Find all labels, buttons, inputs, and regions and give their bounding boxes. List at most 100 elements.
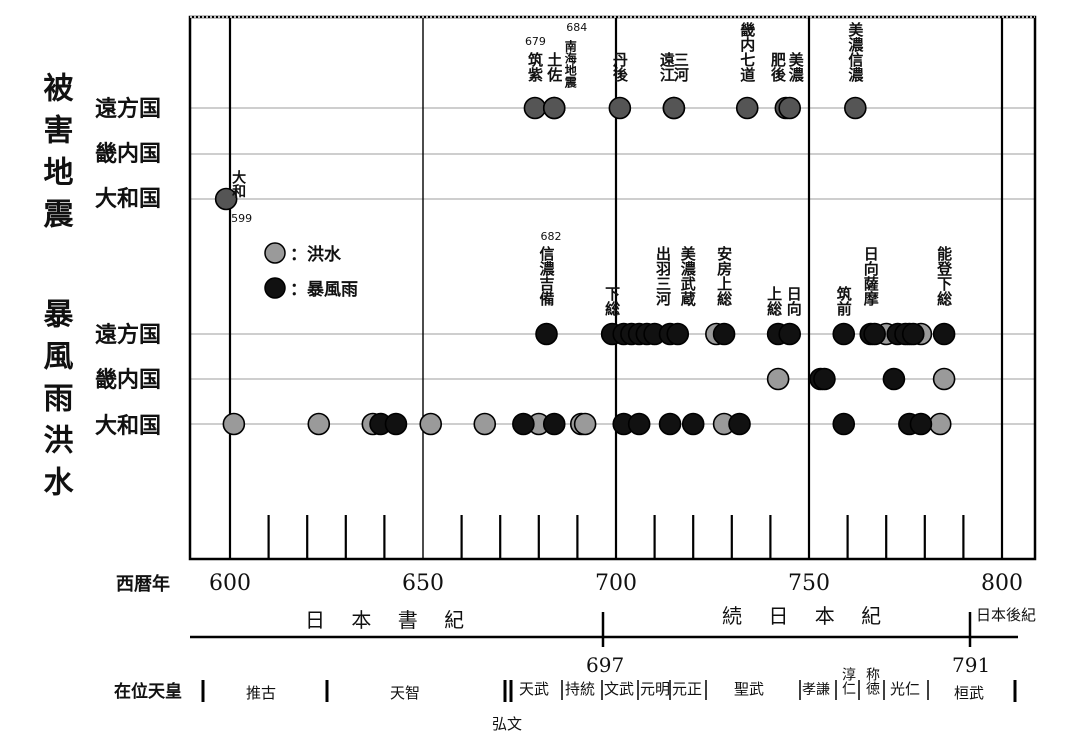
data-point (766, 367, 790, 391)
data-point (542, 96, 566, 120)
data-label: 安房上総 (715, 245, 733, 307)
x-tick-label-650: 650 (402, 571, 444, 596)
data-label: 信濃吉備 (538, 245, 556, 307)
chronicle-nihon-koki: 日本後紀 (976, 606, 1036, 624)
data-point (901, 322, 925, 346)
minor-ticks (267, 515, 965, 559)
year-mark-791: 791 (952, 653, 990, 677)
data-label: 出羽三河 (654, 245, 672, 307)
emperor-junnin: 淳仁 (840, 666, 856, 695)
data-label: 大和 (230, 169, 246, 199)
data-year-label: 679 (525, 35, 546, 48)
legend-flood-marker (264, 242, 286, 264)
data-point (712, 322, 736, 346)
emperor-kanmu: 桓武 (954, 684, 984, 702)
emperor-row-label: 在位天皇 (114, 681, 182, 702)
data-point (573, 412, 597, 436)
legend-storm-marker (264, 277, 286, 299)
data-year-label: 682 (541, 230, 562, 243)
data-point (882, 367, 906, 391)
data-label: 畿内七道 (738, 21, 756, 82)
x-axis-label: 西暦年 (116, 573, 170, 595)
data-point (523, 96, 547, 120)
data-point (778, 322, 802, 346)
data-label: 美濃信濃 (846, 21, 864, 83)
row-label-st-yamato: 大和国 (95, 413, 161, 439)
emperor-kobun: 弘文 (492, 715, 522, 733)
emperor-bars (201, 680, 1017, 702)
chronicle-nihon-shoki: 日 本 書 紀 (305, 608, 474, 632)
data-label: 肥後 (769, 52, 787, 83)
row-label-eq-kinai: 畿内国 (95, 141, 161, 167)
data-point (512, 412, 535, 436)
emperor-tenji: 天智 (390, 684, 420, 702)
data-point (909, 412, 933, 436)
emperor-shomu: 聖武 (734, 680, 764, 698)
data-point (542, 412, 566, 436)
data-point (928, 412, 952, 436)
x-tick-label-700: 700 (595, 571, 637, 596)
emperor-koken: 孝謙 (802, 682, 830, 698)
row-label-eq-yamato: 大和国 (95, 186, 161, 212)
data-point (535, 322, 558, 346)
data-point (681, 412, 705, 436)
data-point (844, 96, 867, 120)
data-point (932, 322, 956, 346)
emperor-jito: 持統 (565, 680, 595, 698)
chronicle-shoku-nihongi: 続 日 本 紀 (722, 604, 891, 628)
data-label: 南海地震 (563, 39, 577, 89)
emperor-tenmu: 天武 (519, 680, 549, 698)
plot-frame (188, 15, 1037, 561)
data-points (214, 96, 956, 436)
gridlines (190, 107, 1035, 425)
row-label-st-far: 遠方国 (95, 322, 161, 348)
emperor-shotoku: 称徳 (864, 667, 880, 695)
x-tick-labels: 600 650 700 750 800 (209, 571, 1023, 596)
data-label: 筑紫 (526, 51, 544, 83)
group-label-earthquake: 被害地震 (38, 72, 74, 240)
data-point (813, 367, 836, 391)
data-label: 上総 (765, 286, 783, 317)
year-mark-697: 697 (586, 653, 624, 677)
legend-flood-label: ：洪水 (290, 244, 342, 265)
era-lines (228, 17, 1004, 559)
data-point (419, 412, 443, 436)
data-point (728, 412, 751, 436)
emperor-gensho: 元正 (672, 680, 702, 698)
data-point (832, 412, 856, 436)
data-point (778, 96, 802, 120)
row-label-st-kinai: 畿内国 (95, 367, 161, 393)
data-label: 下総 (603, 286, 621, 317)
data-point (666, 322, 690, 346)
data-label: 三河 (672, 52, 690, 83)
data-label: 日向薩摩 (862, 246, 880, 307)
data-point (932, 367, 956, 391)
data-label: 能登下総 (935, 245, 953, 307)
data-point (662, 96, 686, 120)
data-point (384, 412, 408, 436)
x-tick-label-800: 800 (981, 571, 1023, 596)
emperor-genmei: 元明 (640, 680, 670, 698)
data-point (832, 322, 856, 346)
data-label: 筑前 (835, 285, 853, 317)
data-label: 美濃武蔵 (679, 245, 697, 307)
data-label: 日向 (785, 286, 803, 317)
data-point (608, 96, 632, 120)
data-label: 丹後 (611, 52, 629, 83)
emperor-thin-bars (561, 680, 929, 700)
x-tick-label-750: 750 (788, 571, 830, 596)
x-tick-label-600: 600 (209, 571, 251, 596)
data-year-label: 599 (231, 212, 252, 225)
data-year-label: 684 (566, 21, 587, 34)
emperor-monmu: 文武 (604, 680, 634, 698)
data-point (214, 187, 238, 211)
data-point (627, 412, 651, 436)
data-point (863, 322, 886, 346)
data-point (658, 412, 682, 436)
emperor-suiko: 推古 (246, 684, 276, 702)
legend-storm-label: ：暴風雨 (290, 280, 358, 300)
emperor-konin: 光仁 (890, 680, 920, 698)
data-point (307, 412, 331, 436)
